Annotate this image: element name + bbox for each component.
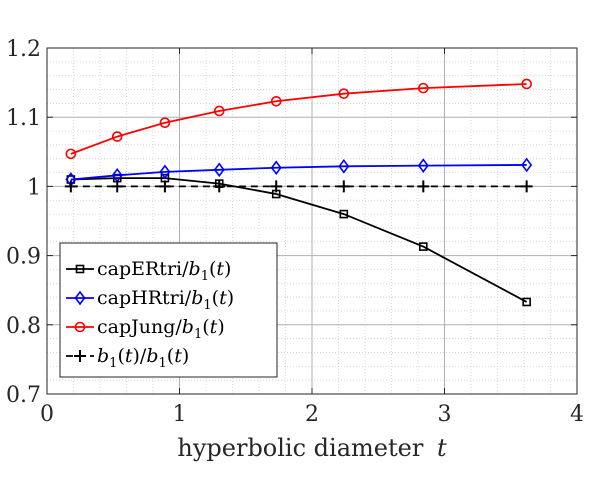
x-tick-label: 0 [40,402,54,427]
y-tick-label: 1 [27,175,41,200]
x-tick-label: 3 [438,402,452,427]
plus-marker [158,180,171,193]
square-marker [522,297,531,307]
plus-marker [74,350,86,362]
circle-marker [111,131,123,142]
circle-marker [159,117,171,129]
tick-labels: 0 1 2 3 4 0.7 0.8 0.9 1 1.1 1.2 [6,37,584,427]
square-marker [75,264,85,274]
series-3 [65,78,532,160]
x-tick-label: 4 [570,402,584,427]
x-axis-title-variable: t [437,434,447,462]
circle-marker [74,321,86,333]
circle-marker [270,95,282,107]
diamond-marker [213,162,225,178]
legend-label: capERtri/b1(t) [97,258,231,284]
series-4 [64,180,533,193]
series-line [70,83,527,155]
legend-entry: capERtri/b1(t) [66,258,231,284]
square-marker [418,242,428,251]
series-layer [64,78,533,307]
y-tick-label: 0.9 [6,245,41,270]
square-marker [339,209,349,219]
legend-entry: b1(t)/b1(t) [66,345,189,371]
diamond-marker [159,164,171,180]
y-tick-label: 0.8 [6,314,41,339]
diamond-marker [521,157,533,173]
circle-marker [521,78,532,90]
plus-marker [417,180,430,193]
diamond-marker [74,290,86,306]
x-tick-label: 1 [173,402,187,427]
x-tick-label: 2 [305,402,319,427]
plus-marker [111,180,124,193]
x-axis-title-text: hyperbolic diameter [177,434,423,462]
plus-marker [337,180,350,193]
legend-label: b1(t)/b1(t) [97,345,189,371]
series-line [70,164,527,181]
legend-label: capHRtri/b1(t) [97,287,234,313]
legend: capERtri/b1(t) capHRtri/b1(t) capJung/b1(t… [59,242,278,378]
y-tick-label: 1.2 [6,37,41,62]
plus-marker [270,180,283,193]
diamond-marker [270,160,282,176]
plus-marker [64,180,77,193]
circle-marker [338,88,350,99]
circle-marker [65,148,77,160]
y-tick-label: 0.7 [6,383,41,408]
x-axis-title: hyperbolic diameter t [177,434,447,462]
legend-label: capJung/b1(t) [97,316,225,342]
diamond-marker [338,158,350,174]
axis-ticks [46,47,578,395]
plus-marker [213,180,226,193]
series-line [70,177,528,303]
legend-entry: capJung/b1(t) [66,316,225,342]
y-tick-label: 1.1 [6,106,41,131]
plus-marker [520,180,533,193]
legend-box [59,242,278,378]
circle-marker [417,82,429,94]
series-2 [65,157,533,187]
diamond-marker [417,158,429,173]
legend-entry: capHRtri/b1(t) [66,287,234,313]
circle-marker [213,105,225,117]
